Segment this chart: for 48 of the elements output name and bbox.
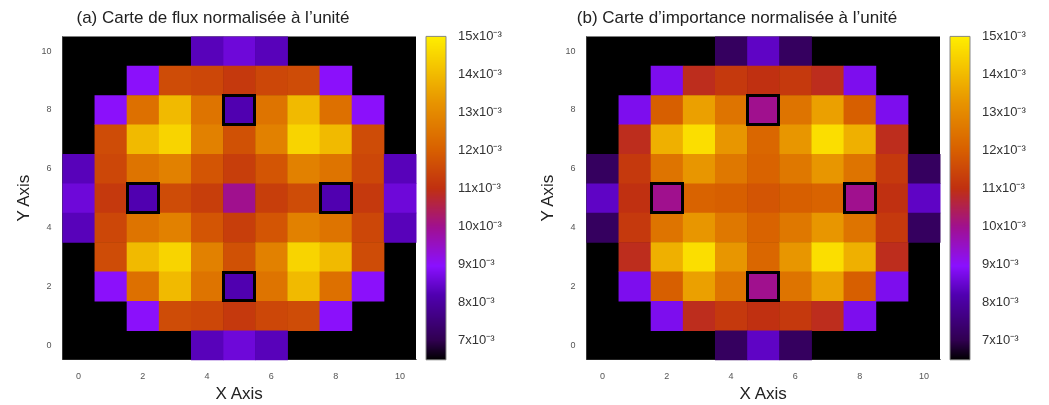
color-bar-label: 13x10⁻³ xyxy=(982,104,1027,120)
x-tick-label: 2 xyxy=(664,370,670,381)
color-bar-label: 14x10⁻³ xyxy=(982,66,1027,82)
x-axis-title: X Axis xyxy=(215,384,263,404)
color-bar-label: 10x10⁻³ xyxy=(458,218,503,234)
chart-title: (b) Carte d’importance normalisée à l’unité xyxy=(576,7,898,27)
color-bar-label: 9x10⁻³ xyxy=(982,256,1020,272)
y-tick-label: 8 xyxy=(570,104,576,115)
color-bar-label: 11x10⁻³ xyxy=(458,180,502,196)
color-bar-label: 15x10⁻³ xyxy=(458,27,503,43)
color-bar-label: 8x10⁻³ xyxy=(458,294,496,310)
y-tick-label: 0 xyxy=(46,339,52,350)
x-tick-label: 6 xyxy=(792,370,798,381)
y-axis-title: Y Axis xyxy=(13,174,33,222)
color-bar-label: 7x10⁻³ xyxy=(458,332,496,348)
y-tick-label: 6 xyxy=(570,163,576,174)
x-tick-label: 8 xyxy=(857,370,863,381)
x-tick-label: 2 xyxy=(140,370,146,381)
color-bar-label: 7x10⁻³ xyxy=(982,332,1020,348)
color-bar-label: 12x10⁻³ xyxy=(982,142,1027,158)
x-tick-label: 6 xyxy=(268,370,274,381)
y-tick-label: 2 xyxy=(46,280,52,291)
x-tick-label: 0 xyxy=(599,370,605,381)
x-tick-label: 0 xyxy=(75,370,81,381)
y-tick-label: 4 xyxy=(46,221,52,232)
x-tick-label: 10 xyxy=(918,370,929,381)
x-tick-label: 10 xyxy=(394,370,405,381)
y-tick-label: 4 xyxy=(570,221,576,232)
color-bar-label: 14x10⁻³ xyxy=(458,66,503,82)
chart-title: (a) Carte de flux normalisée à l’unité xyxy=(76,7,350,27)
x-tick-label: 4 xyxy=(728,370,734,381)
y-tick-label: 10 xyxy=(41,45,52,56)
y-tick-label: 8 xyxy=(46,104,52,115)
color-bar-label: 13x10⁻³ xyxy=(458,104,503,120)
color-bar-label: 8x10⁻³ xyxy=(982,294,1020,310)
y-tick-label: 2 xyxy=(570,280,576,291)
color-bar-label: 9x10⁻³ xyxy=(458,256,496,272)
x-axis-title: X Axis xyxy=(739,384,787,404)
color-bar-label: 11x10⁻³ xyxy=(982,180,1026,196)
color-bar-label: 10x10⁻³ xyxy=(982,218,1027,234)
color-bar-label: 12x10⁻³ xyxy=(458,142,503,158)
x-tick-label: 8 xyxy=(333,370,339,381)
y-tick-label: 6 xyxy=(46,163,52,174)
color-bar-label: 15x10⁻³ xyxy=(982,27,1027,43)
x-tick-label: 4 xyxy=(204,370,210,381)
y-tick-label: 0 xyxy=(570,339,576,350)
y-tick-label: 10 xyxy=(565,45,576,56)
y-axis-title: Y Axis xyxy=(537,174,557,222)
